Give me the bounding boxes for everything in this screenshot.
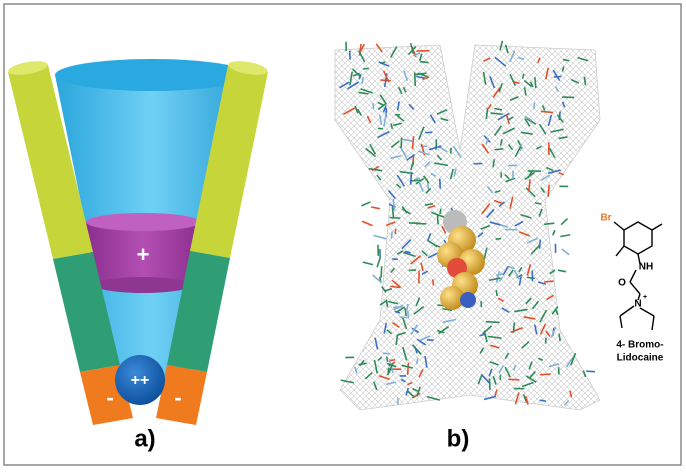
bond (420, 62, 428, 63)
bond (523, 74, 524, 79)
bond (409, 270, 416, 271)
atom: NH (639, 262, 653, 273)
molecule-bonds (614, 222, 662, 330)
bond (496, 239, 502, 240)
caption: b) (447, 425, 470, 452)
bond (489, 378, 490, 390)
caption: a) (134, 425, 155, 452)
bond (381, 266, 382, 277)
bond (544, 223, 554, 224)
bond (494, 149, 503, 150)
bond (534, 103, 535, 110)
bond (514, 322, 515, 333)
atom: Br (600, 213, 611, 224)
protein-structure (335, 41, 600, 410)
charge-label: - (106, 385, 113, 410)
molecule-name: Lidocaine (617, 353, 664, 364)
ion-label: ++ (131, 372, 150, 389)
bond (558, 270, 566, 271)
bond (400, 317, 407, 318)
bond (388, 368, 389, 376)
bond (562, 249, 569, 255)
bond (371, 207, 380, 209)
bond (392, 206, 393, 218)
bond (413, 136, 414, 149)
bond (373, 103, 374, 109)
bond (535, 203, 542, 204)
atom: N (634, 299, 641, 310)
bond (584, 77, 585, 86)
bond (411, 172, 412, 184)
bond (548, 185, 549, 197)
bond (539, 240, 540, 249)
bond (396, 335, 397, 345)
bond (393, 307, 402, 308)
bond (383, 353, 390, 354)
bond (540, 400, 546, 401)
bond (433, 279, 434, 285)
bond (559, 334, 560, 342)
bond (362, 221, 372, 225)
bond (440, 209, 441, 214)
bond (395, 229, 396, 234)
bond (408, 310, 409, 318)
charge: + (643, 294, 647, 301)
bond (540, 374, 551, 375)
bond (408, 363, 409, 375)
bond (387, 357, 388, 362)
molecule-name: 4- Bromo- (616, 340, 663, 351)
charge-label: - (174, 385, 181, 410)
bond (374, 235, 387, 238)
atom: O (618, 278, 626, 289)
site-label: + (137, 242, 150, 267)
bond (535, 77, 536, 88)
bond (437, 215, 438, 224)
bond (377, 258, 380, 267)
bond (391, 231, 392, 238)
bond (361, 202, 370, 206)
bond (560, 235, 570, 237)
bond (428, 182, 429, 189)
bond (496, 290, 497, 296)
bond (553, 230, 555, 235)
bond (544, 281, 554, 282)
bond (363, 262, 373, 264)
bond (486, 322, 500, 323)
bond (561, 219, 567, 225)
